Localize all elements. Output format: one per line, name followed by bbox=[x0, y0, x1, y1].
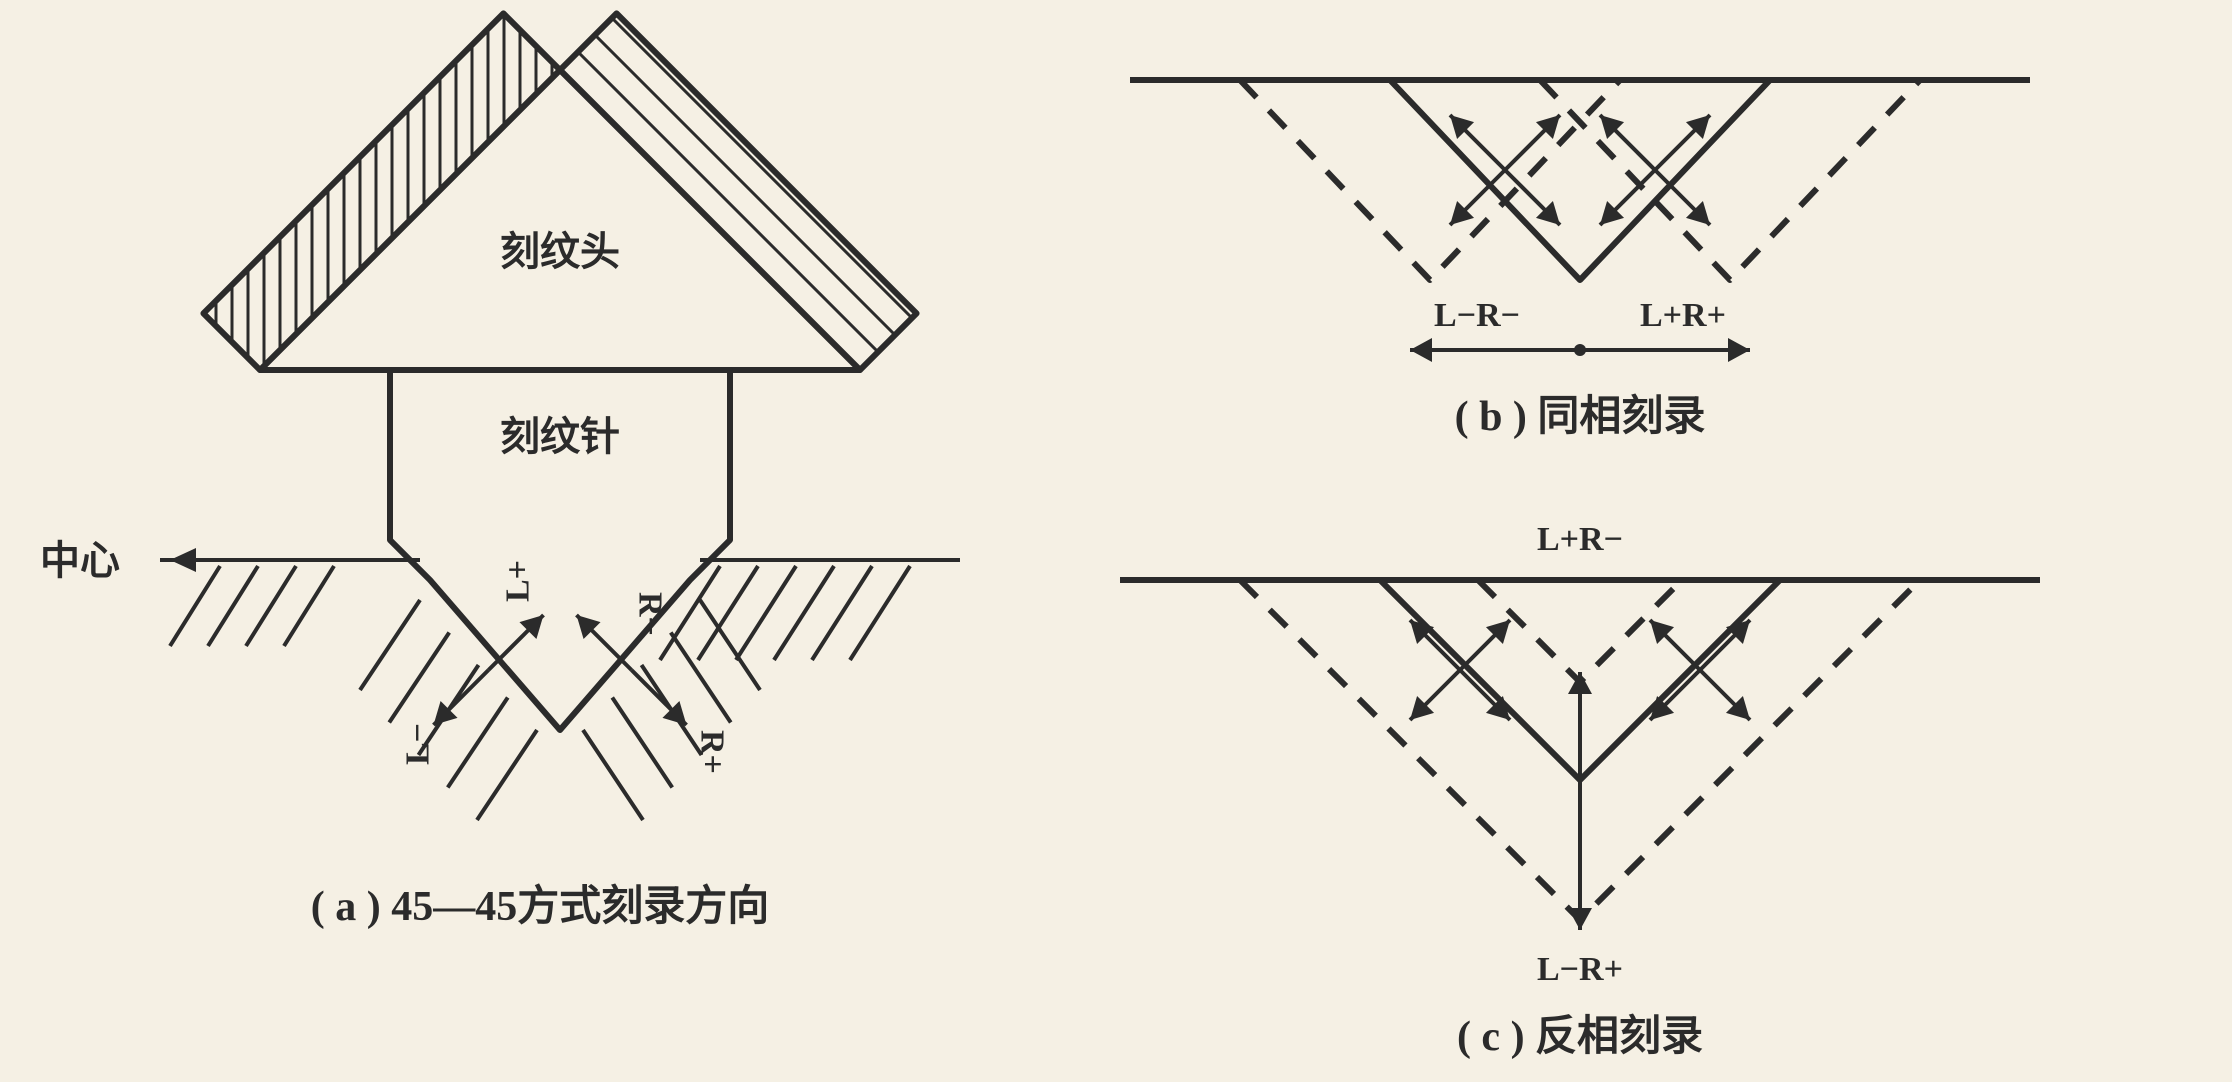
caption-b: ( b ) 同相刻录 bbox=[1455, 393, 1706, 440]
caption-c: ( c ) 反相刻录 bbox=[1457, 1013, 1703, 1060]
panel-c: L+R− L−R+ ( c ) 反相刻录 bbox=[1120, 521, 2040, 1060]
svg-text:R+: R+ bbox=[694, 730, 731, 774]
svg-text:L−: L− bbox=[400, 723, 437, 765]
label-stylus: 刻纹针 bbox=[500, 414, 620, 459]
svg-text:L+R+: L+R+ bbox=[1640, 297, 1726, 334]
svg-text:L+: L+ bbox=[500, 560, 537, 602]
caption-a: ( a ) 45—45方式刻录方向 bbox=[311, 883, 769, 930]
svg-text:L−R+: L−R+ bbox=[1537, 951, 1623, 988]
svg-text:L+R−: L+R− bbox=[1537, 521, 1623, 558]
label-head: 刻纹头 bbox=[500, 229, 620, 274]
panel-a: 刻纹头刻纹针中心 L+ L− R− R+ ( a ) 45—45方式刻录方向 bbox=[40, 13, 960, 930]
svg-text:R−: R− bbox=[632, 592, 669, 636]
label-center: 中心 bbox=[40, 538, 120, 583]
svg-text:L−R−: L−R− bbox=[1434, 297, 1520, 334]
panel-b: L−R− L+R+ ( b ) 同相刻录 bbox=[1130, 80, 2030, 440]
